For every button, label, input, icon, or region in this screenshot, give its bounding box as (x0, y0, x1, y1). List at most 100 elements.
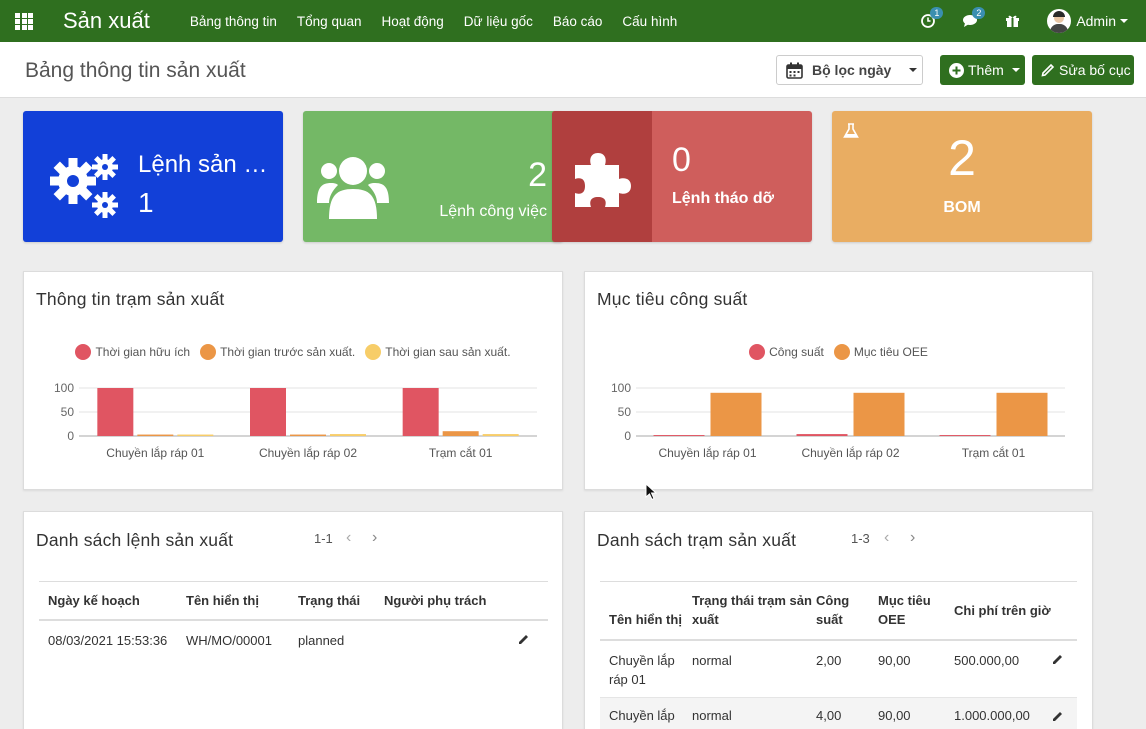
legend-item[interactable]: Thời gian trước sản xuất. (200, 344, 355, 360)
messages-icon[interactable]: 2 (963, 7, 986, 29)
pencil-icon[interactable] (518, 633, 530, 645)
bar[interactable] (177, 434, 214, 436)
tile-value: 0 (672, 141, 691, 179)
legend-item[interactable]: Thời gian hữu ích (75, 344, 190, 360)
x-tick-label: Chuyền lắp ráp 02 (259, 445, 357, 460)
legend-item[interactable]: Mục tiêu OEE (833, 344, 928, 360)
add-label: Thêm (968, 62, 1004, 78)
column-header[interactable]: Ngày kế hoạch (48, 592, 140, 608)
menu-item-reporting[interactable]: Báo cáo (552, 13, 603, 29)
column-header[interactable]: Trạng thái (298, 592, 361, 608)
apps-grid-icon[interactable] (15, 13, 33, 30)
column-header[interactable]: Mục tiêu OEE (878, 593, 931, 628)
edit-layout-button[interactable]: Sửa bố cục (1032, 55, 1134, 85)
bar[interactable] (137, 434, 174, 436)
tile-value: 2 (948, 130, 976, 186)
cell-date: 08/03/2021 15:53:36 (48, 632, 168, 648)
bar[interactable] (97, 388, 134, 436)
bar[interactable] (710, 392, 762, 436)
bar[interactable] (442, 431, 479, 436)
card-title: Thông tin trạm sản xuất (36, 289, 225, 309)
date-filter-button[interactable]: Bộ lọc ngày (776, 55, 923, 85)
capacity-bar-chart: 100 50 0 Chuyền lắp ráp 01 Chuyền lắp ráp 02… (611, 381, 1065, 460)
pager-next-icon[interactable]: › (910, 529, 916, 546)
date-filter-label: Bộ lọc ngày (812, 62, 892, 78)
bar[interactable] (250, 388, 286, 436)
legend-label: Mục tiêu OEE (853, 345, 928, 359)
add-button[interactable]: Thêm (940, 55, 1025, 85)
cell-state: planned (298, 632, 345, 648)
legend-item[interactable]: Công suất (749, 344, 824, 360)
legend-item[interactable]: Thời gian sau sản xuất. (365, 344, 511, 360)
y-tick-label: 50 (61, 405, 75, 419)
user-name[interactable]: Admin (1076, 13, 1116, 29)
pencil-icon (1041, 63, 1055, 77)
tile-work-orders[interactable]: 2 Lệnh công việc (303, 111, 563, 242)
cell-name: Chuyền lắp ráp 01 (609, 652, 675, 687)
mouse-cursor-icon (645, 483, 657, 501)
pager-prev-icon[interactable]: ‹ (884, 529, 890, 546)
cell-name: WH/MO/00001 (186, 632, 272, 648)
pager-next-icon[interactable]: › (372, 529, 378, 546)
menu-item-overview[interactable]: Tổng quan (296, 13, 362, 29)
cell-state: normal (692, 652, 732, 668)
menu-item-operations[interactable]: Hoạt động (381, 13, 444, 29)
column-header[interactable]: Chi phí trên giờ (954, 602, 1051, 618)
chevron-down-icon (1011, 68, 1020, 72)
menu-item-configuration[interactable]: Cấu hình (622, 13, 678, 29)
app-title[interactable]: Sản xuất (63, 8, 150, 33)
table-row[interactable]: 08/03/2021 15:53:36 WH/MO/00001 planned (39, 620, 548, 660)
table-row[interactable]: Chuyền lắp normal 4,00 90,00 1.000.000,0… (600, 697, 1077, 729)
menu-item-master-data[interactable]: Dữ liệu gốc (463, 13, 533, 29)
bar[interactable] (939, 435, 991, 436)
pager-prev-icon[interactable]: ‹ (346, 529, 352, 546)
bar[interactable] (482, 434, 519, 436)
bar[interactable] (653, 435, 705, 436)
cell-cost: 500.000,00 (954, 652, 1020, 668)
tile-value: 2 (528, 156, 547, 194)
bar[interactable] (402, 388, 439, 436)
card-title: Danh sách trạm sản xuất (597, 530, 797, 550)
x-tick-label: Chuyền lắp ráp 01 (106, 445, 204, 460)
legend-label: Thời gian sau sản xuất. (385, 345, 511, 359)
column-header[interactable]: Tên hiển thị (609, 611, 682, 627)
gift-icon[interactable] (1005, 13, 1021, 29)
tile-label: BOM (943, 199, 981, 216)
menu-item-dashboard[interactable]: Bảng thông tin (189, 13, 277, 29)
tile-bom[interactable]: 2 BOM (832, 111, 1092, 242)
flask-icon (843, 123, 859, 138)
chart-legend: Công suất Mục tiêu OEE (585, 344, 1092, 360)
pager-value[interactable]: 1-1 (314, 531, 333, 546)
activity-badge: 1 (930, 7, 944, 19)
pager-value[interactable]: 1-3 (851, 531, 870, 546)
column-header[interactable]: Trạng thái trạm sản xuất (692, 593, 812, 628)
column-header[interactable]: Người phụ trách (384, 592, 487, 608)
bar[interactable] (290, 434, 326, 436)
column-header[interactable]: Tên hiển thị (186, 592, 259, 608)
legend-label: Thời gian trước sản xuất. (220, 345, 356, 359)
bar[interactable] (796, 434, 848, 436)
table-row[interactable]: Chuyền lắp ráp 01 normal 2,00 90,00 500.… (600, 640, 1077, 698)
user-avatar[interactable] (1047, 9, 1072, 33)
column-header[interactable]: Công suất (816, 593, 850, 628)
bar[interactable] (330, 434, 366, 436)
cell-name: Chuyền lắp (609, 708, 675, 723)
systray: 1 2 Admin (921, 0, 1146, 42)
y-tick-label: 100 (54, 381, 74, 395)
pencil-icon[interactable] (1052, 653, 1064, 665)
cell-capacity: 4,00 (816, 708, 842, 723)
manufacturing-order-list-card: Danh sách lệnh sản xuất 1-1 ‹ › Ngày kế … (23, 511, 563, 729)
activity-clock-icon[interactable]: 1 (921, 7, 944, 29)
users-icon (317, 157, 389, 219)
bar[interactable] (853, 392, 905, 436)
tile-label: Lệnh tháo dỡ (672, 190, 775, 207)
tile-manufacturing-orders[interactable]: Lệnh sản … 1 (23, 111, 283, 242)
chevron-down-icon[interactable] (1120, 19, 1128, 23)
bar[interactable] (996, 392, 1048, 436)
tile-unbuild-orders[interactable]: 0 Lệnh tháo dỡ (552, 111, 812, 242)
pencil-icon[interactable] (1052, 710, 1064, 722)
workcenter-bar-chart: 100 50 0 Chuyền lắp ráp 01 Chuyền lắp ráp 02… (54, 381, 537, 460)
tile-value: 1 (138, 187, 154, 218)
y-tick-label: 50 (618, 405, 632, 419)
capacity-target-card: Mục tiêu công suất Công suất Mục tiêu OE… (584, 271, 1093, 490)
